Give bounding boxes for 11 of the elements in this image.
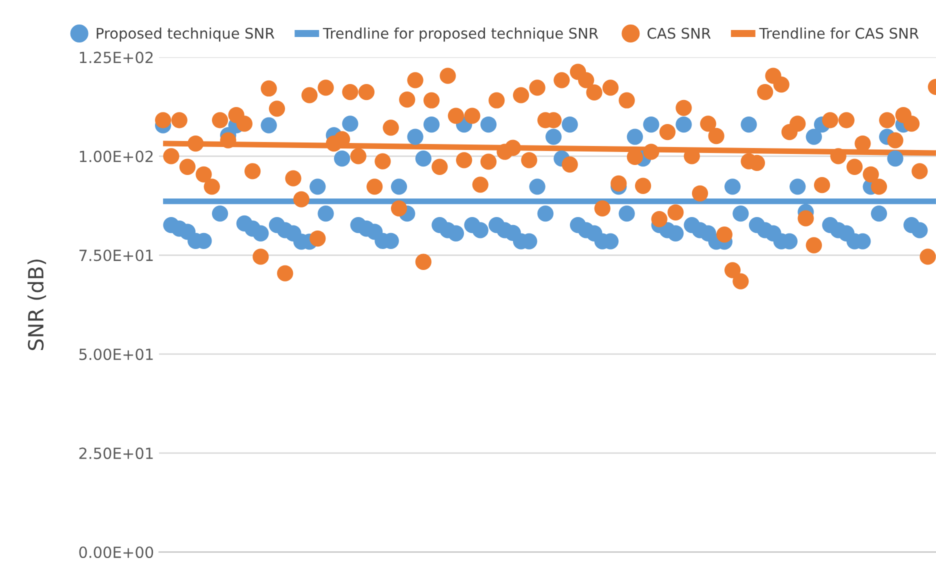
y-tick-label: 1.25E+02 xyxy=(80,52,153,64)
y-tick-label: 1.00E+02 xyxy=(80,150,153,162)
legend-label: Trendline for CAS SNR xyxy=(759,28,919,39)
legend-label: Proposed technique SNR xyxy=(96,28,274,42)
y-tick-label: 7.50E+01 xyxy=(79,250,153,262)
y-tick-label: 5.00E+01 xyxy=(79,348,153,360)
y-axis-title: SNR (dB) xyxy=(28,260,46,350)
y-tick-label: 0.00E+00 xyxy=(79,546,154,558)
legend-label: Trendline for proposed technique SNR xyxy=(322,28,598,42)
y-tick-label: 2.50E+01 xyxy=(79,448,153,460)
legend-label: CAS SNR xyxy=(648,28,711,39)
